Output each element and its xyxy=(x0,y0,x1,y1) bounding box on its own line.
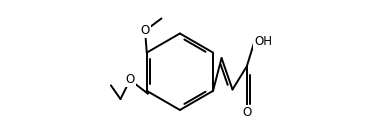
Text: O: O xyxy=(125,73,135,86)
Text: OH: OH xyxy=(254,35,272,48)
Text: O: O xyxy=(141,24,150,37)
Text: O: O xyxy=(242,106,251,119)
